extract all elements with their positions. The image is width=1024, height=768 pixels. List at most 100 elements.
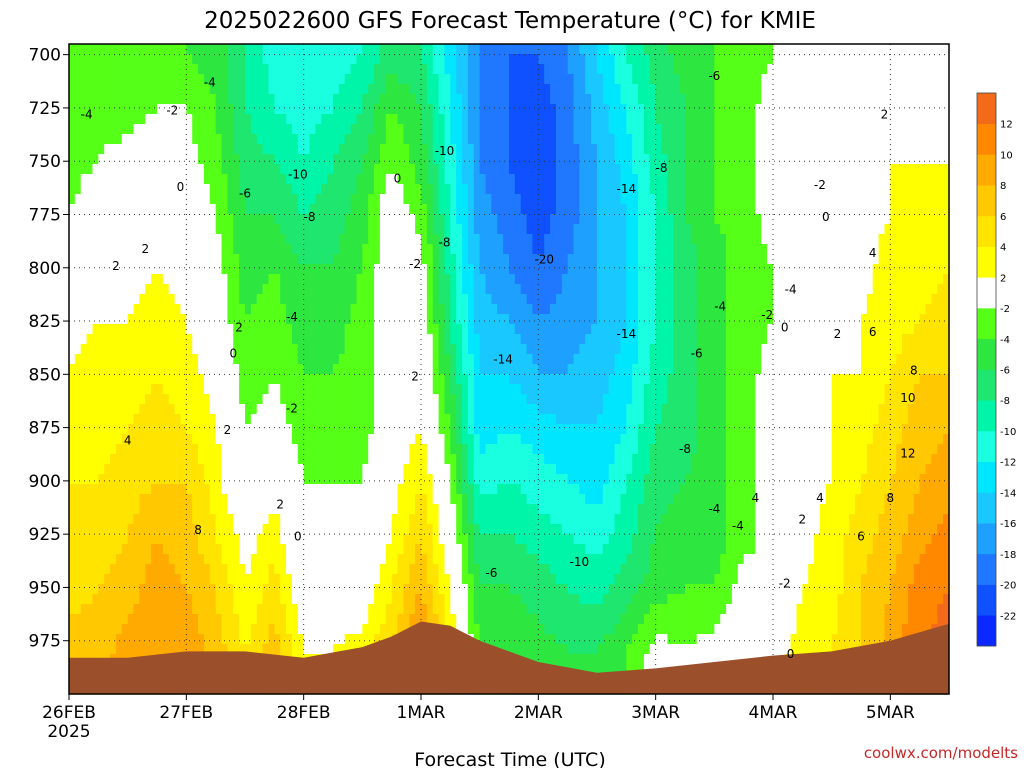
temperature-cell (80, 434, 88, 445)
temperature-cell (462, 324, 469, 335)
temperature-cell (286, 494, 293, 505)
temperature-cell (227, 554, 234, 565)
temperature-cell (374, 514, 381, 525)
temperature-cell (426, 214, 434, 225)
temperature-cell (438, 174, 446, 185)
temperature-cell (186, 614, 193, 625)
temperature-cell (374, 544, 381, 555)
temperature-cell (133, 284, 140, 295)
temperature-cell (256, 354, 264, 365)
temperature-cell (215, 314, 223, 325)
temperature-cell (473, 214, 481, 225)
temperature-cell (450, 104, 457, 115)
temperature-cell (397, 44, 404, 55)
temperature-cell (227, 614, 234, 625)
temperature-cell (509, 514, 516, 525)
temperature-cell (92, 144, 99, 155)
temperature-cell (245, 364, 252, 375)
temperature-cell (233, 494, 240, 505)
temperature-cell (151, 334, 158, 345)
temperature-cell (69, 74, 76, 85)
temperature-cell (209, 394, 217, 405)
temperature-cell (192, 124, 199, 135)
temperature-cell (262, 354, 270, 365)
temperature-cell (145, 64, 152, 75)
temperature-cell (69, 64, 76, 75)
temperature-cell (80, 314, 88, 325)
temperature-cell (473, 224, 481, 235)
temperature-cell (209, 134, 217, 145)
temperature-cell (110, 334, 117, 345)
temperature-cell (215, 104, 223, 115)
temperature-cell (462, 244, 469, 255)
temperature-cell (391, 434, 399, 445)
temperature-cell (456, 74, 463, 85)
temperature-cell (497, 474, 504, 485)
temperature-cell (280, 284, 287, 295)
temperature-cell (415, 484, 422, 495)
temperature-cell (497, 244, 504, 255)
temperature-cell (467, 354, 475, 365)
temperature-cell (92, 94, 99, 105)
temperature-cell (356, 264, 363, 275)
temperature-cell (233, 364, 240, 375)
temperature-cell (333, 444, 340, 455)
temperature-cell (303, 164, 311, 175)
temperature-cell (374, 244, 381, 255)
temperature-cell (462, 134, 469, 145)
temperature-cell (514, 134, 522, 145)
temperature-cell (192, 44, 199, 55)
temperature-cell (385, 334, 393, 345)
temperature-cell (145, 494, 152, 505)
temperature-cell (274, 444, 281, 455)
temperature-cell (256, 544, 264, 555)
temperature-cell (168, 424, 176, 435)
temperature-cell (92, 204, 99, 215)
temperature-cell (110, 444, 117, 455)
temperature-cell (203, 404, 211, 415)
temperature-cell (303, 554, 311, 565)
temperature-cell (514, 164, 522, 175)
temperature-cell (110, 264, 117, 275)
temperature-cell (303, 524, 311, 535)
temperature-cell (239, 64, 246, 75)
temperature-cell (473, 194, 481, 205)
temperature-cell (356, 324, 363, 335)
temperature-cell (297, 104, 305, 115)
temperature-cell (491, 214, 498, 225)
temperature-cell (491, 324, 498, 335)
temperature-cell (450, 314, 457, 325)
temperature-cell (473, 64, 481, 75)
temperature-cell (409, 144, 416, 155)
temperature-cell (151, 344, 158, 355)
temperature-cell (157, 274, 164, 285)
temperature-cell (362, 314, 369, 325)
temperature-cell (74, 124, 82, 135)
temperature-cell (356, 174, 363, 185)
temperature-cell (227, 324, 234, 335)
temperature-cell (462, 434, 469, 445)
temperature-cell (110, 404, 117, 415)
temperature-fill (69, 44, 950, 695)
temperature-cell (397, 564, 404, 575)
temperature-cell (80, 164, 88, 175)
temperature-cell (444, 594, 451, 605)
temperature-cell (309, 64, 316, 75)
temperature-cell (151, 504, 158, 515)
temperature-cell (215, 394, 223, 405)
temperature-cell (98, 94, 105, 105)
temperature-cell (186, 584, 193, 595)
temperature-cell (262, 404, 270, 415)
temperature-cell (180, 624, 187, 635)
temperature-cell (333, 554, 340, 565)
temperature-cell (344, 454, 352, 465)
temperature-cell (356, 114, 363, 125)
temperature-cell (344, 564, 352, 575)
temperature-cell (362, 484, 369, 495)
temperature-cell (215, 334, 223, 345)
temperature-cell (180, 94, 187, 105)
temperature-cell (503, 604, 510, 615)
temperature-cell (485, 144, 492, 155)
temperature-cell (303, 454, 311, 465)
temperature-cell (315, 604, 322, 615)
